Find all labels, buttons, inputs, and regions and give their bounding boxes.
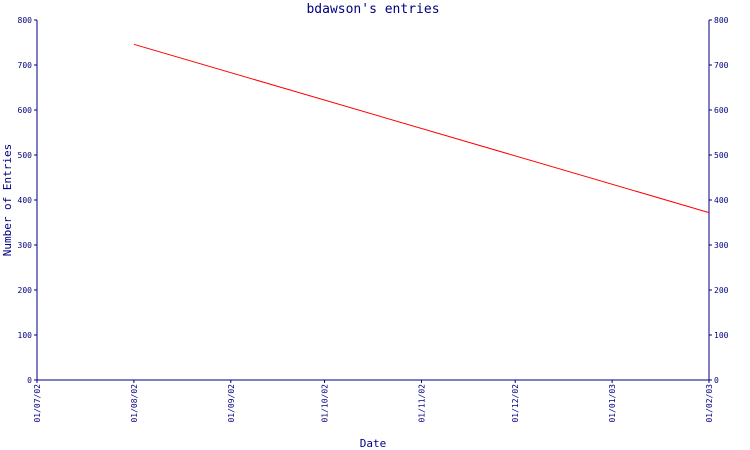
y-ticks-right: 0 100 200 300 400 500 600 700 800 <box>709 16 729 385</box>
y-tick-label-left: 700 <box>18 61 33 70</box>
y-tick-label-left: 600 <box>18 106 33 115</box>
y-tick-label-left: 300 <box>18 241 33 250</box>
y-tick-label-right: 200 <box>714 286 729 295</box>
x-tick-label: 01/02/03 <box>705 384 714 423</box>
x-tick-label: 01/08/02 <box>130 384 139 423</box>
y-tick-label-left: 200 <box>18 286 33 295</box>
y-ticks-left: 0 100 200 300 400 500 600 700 800 <box>18 16 37 385</box>
series-group <box>133 43 710 214</box>
x-tick-label: 01/09/02 <box>227 384 236 423</box>
x-tick-label: 01/07/02 <box>33 384 42 423</box>
y-tick-label-right: 300 <box>714 241 729 250</box>
y-axis-label: Number of Entries <box>1 144 14 257</box>
x-tick-label: 01/11/02 <box>417 384 426 423</box>
chart-title: bdawson's entries <box>306 2 439 17</box>
y-tick-label-left: 500 <box>18 151 33 160</box>
x-axis-label: Date <box>360 437 387 450</box>
y-tick-label-right: 400 <box>714 196 729 205</box>
y-tick-label-right: 500 <box>714 151 729 160</box>
chart-axes <box>36 20 710 381</box>
x-tick-label: 01/01/03 <box>608 384 617 423</box>
x-tick-label: 01/12/02 <box>511 384 520 423</box>
y-tick-label-right: 700 <box>714 61 729 70</box>
x-ticks: 01/07/02 01/08/02 01/09/02 01/10/02 01/11/02… <box>33 380 714 423</box>
y-tick-label-right: 600 <box>714 106 729 115</box>
y-tick-label-left: 100 <box>18 331 33 340</box>
y-tick-label-right: 800 <box>714 16 729 25</box>
y-tick-label-right: 0 <box>714 376 719 385</box>
y-tick-label-left: 0 <box>27 376 32 385</box>
series-line <box>133 43 710 214</box>
y-tick-label-left: 400 <box>18 196 33 205</box>
x-tick-label: 01/10/02 <box>321 384 330 423</box>
y-tick-label-right: 100 <box>714 331 729 340</box>
y-tick-label-left: 800 <box>18 16 33 25</box>
